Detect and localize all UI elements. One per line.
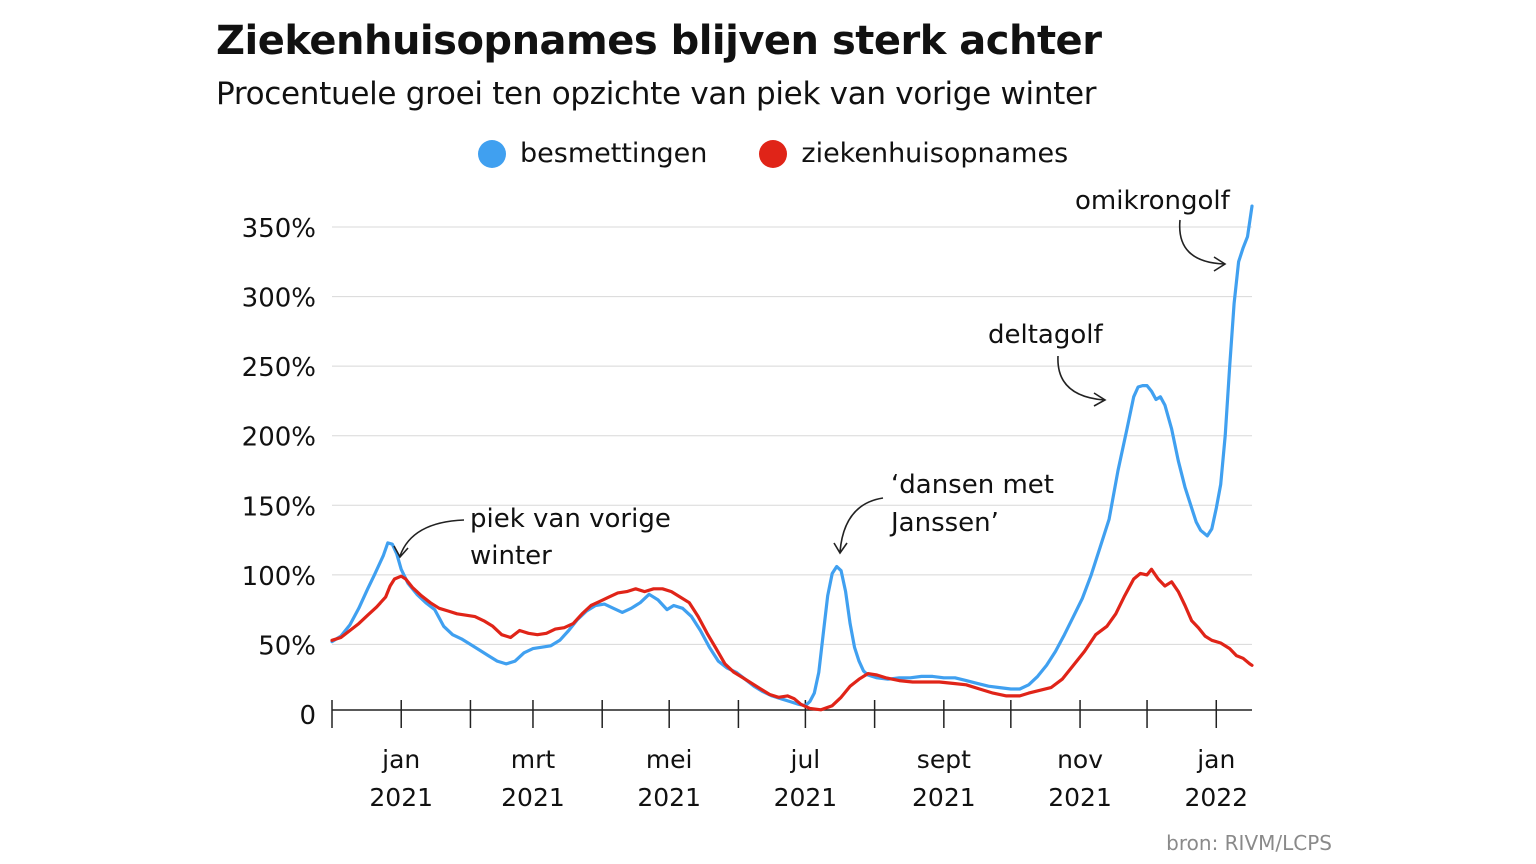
y-tick-label-50: 50% xyxy=(258,631,316,661)
x-tick-label-year: 2021 xyxy=(369,783,433,812)
y-tick-label-100: 100% xyxy=(242,562,316,592)
x-tick-label-month: mrt xyxy=(511,745,556,774)
y-tick-label-300: 300% xyxy=(242,284,316,314)
x-tick-label-month: jul xyxy=(790,745,821,774)
annotation-janssen-arrowhead xyxy=(833,542,848,555)
series-line-besmettingen xyxy=(330,204,1254,708)
x-tick-label-month: sept xyxy=(917,745,971,774)
annotation-janssen-arrow xyxy=(839,497,884,553)
chart-subtitle: Procentuele groei ten opzichte van piek … xyxy=(216,76,1097,112)
y-tick-label-150: 150% xyxy=(242,492,316,522)
source-note: bron: RIVM/LCPS xyxy=(1166,831,1332,855)
annotation-piek-arrowhead xyxy=(393,545,409,559)
annotation-piek-line2: winter xyxy=(470,541,552,571)
y-tick-label-0: 0 xyxy=(299,701,316,731)
y-tick-label-200: 200% xyxy=(242,423,316,453)
legend-label-ziekenhuisopnames: ziekenhuisopnames xyxy=(801,138,1069,169)
series-lines xyxy=(330,204,1254,712)
annotation-piek-line1: piek van vorige xyxy=(470,504,671,534)
x-tick-label-month: mei xyxy=(646,745,693,774)
annotations: piek van vorige winter ‘dansen met Janss… xyxy=(393,186,1231,571)
annotation-janssen-line2: Janssen’ xyxy=(889,508,999,538)
x-tick-label-year: 2021 xyxy=(912,783,976,812)
annotation-omikron-arrow xyxy=(1178,219,1225,265)
x-tick-label-year: 2021 xyxy=(501,783,565,812)
gridlines xyxy=(332,226,1252,645)
annotation-omikron: omikrongolf xyxy=(1075,186,1231,216)
y-tick-label-250: 250% xyxy=(242,353,316,383)
x-tick-label-year: 2021 xyxy=(1048,783,1112,812)
x-tick-label-year: 2021 xyxy=(774,783,838,812)
legend-label-besmettingen: besmettingen xyxy=(520,138,708,169)
legend: besmettingen ziekenhuisopnames xyxy=(478,138,1120,169)
y-tick-label-350: 350% xyxy=(242,214,316,244)
legend-item-ziekenhuisopnames: ziekenhuisopnames xyxy=(759,138,1068,169)
legend-dot-ziekenhuisopnames xyxy=(759,139,788,168)
x-tick-label-month: jan xyxy=(1196,745,1235,774)
annotation-delta: deltagolf xyxy=(988,320,1103,350)
x-tick-label-month: nov xyxy=(1057,745,1103,774)
x-axis: jan 2021 mrt 2021 mei 2021 jul 2021 sept 2021 nov 2… xyxy=(331,700,1252,812)
x-tick-label-year: 2022 xyxy=(1184,783,1248,812)
annotation-delta-arrow xyxy=(1057,355,1105,401)
legend-dot-besmettingen xyxy=(478,139,506,168)
annotation-piek-arrow xyxy=(399,519,465,557)
x-tick-label-year: 2021 xyxy=(637,783,701,812)
x-tick-label-month: jan xyxy=(381,745,420,774)
annotation-delta-arrowhead xyxy=(1093,392,1107,407)
series-line-ziekenhuisopnames xyxy=(330,567,1254,712)
annotation-janssen-line1: ‘dansen met xyxy=(891,470,1054,500)
legend-item-besmettingen: besmettingen xyxy=(478,138,707,169)
y-axis: 0 50% 100% 150% 200% 250% 300% 350% xyxy=(242,214,316,731)
annotation-omikron-arrowhead xyxy=(1213,256,1227,272)
chart-title: Ziekenhuisopnames blijven sterk achter xyxy=(216,18,1102,64)
